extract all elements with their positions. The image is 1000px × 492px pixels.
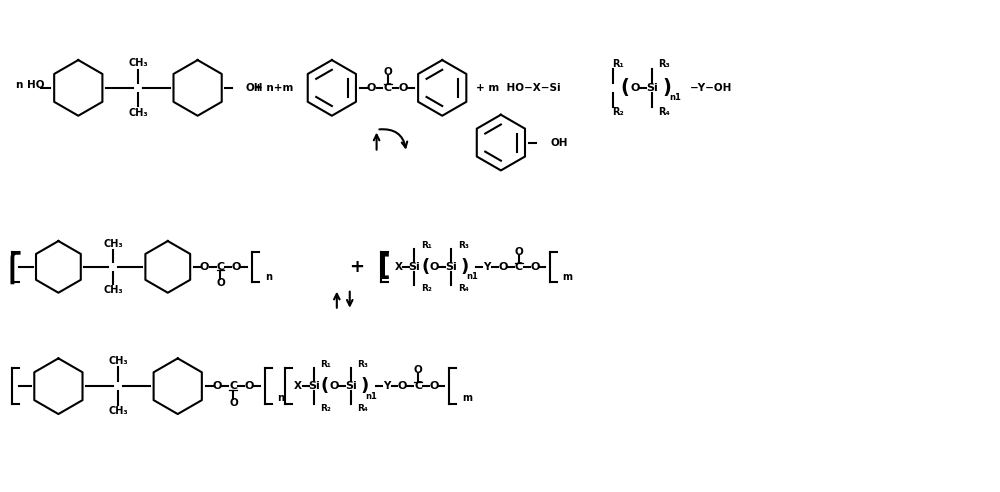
Text: O: O [530, 262, 539, 272]
Text: (: ( [321, 377, 329, 395]
Text: O: O [329, 381, 339, 391]
Text: O: O [398, 381, 407, 391]
Text: Si: Si [409, 262, 420, 272]
Text: CH₃: CH₃ [108, 356, 128, 367]
Text: O: O [229, 398, 238, 408]
Text: Si: Si [345, 381, 357, 391]
Text: R₃: R₃ [458, 241, 469, 249]
Text: R₁: R₁ [421, 241, 432, 249]
Text: −Y−OH: −Y−OH [690, 83, 732, 93]
Text: O: O [430, 262, 439, 272]
Text: ): ) [361, 377, 369, 395]
Text: + n+m: + n+m [254, 83, 294, 93]
Text: C: C [229, 381, 237, 391]
Text: n1: n1 [366, 392, 378, 400]
Text: R₄: R₄ [658, 107, 670, 117]
Text: Si: Si [646, 83, 658, 93]
Text: O: O [367, 83, 376, 93]
Text: n: n [277, 393, 284, 403]
Text: R₂: R₂ [612, 107, 624, 117]
Text: ): ) [663, 78, 671, 97]
Text: C: C [383, 83, 392, 93]
Text: R₄: R₄ [357, 403, 368, 413]
Text: Si: Si [445, 262, 457, 272]
Text: C: C [414, 381, 422, 391]
Text: O: O [514, 247, 523, 257]
Text: n1: n1 [466, 273, 478, 281]
Text: O: O [414, 365, 423, 375]
Text: + m  HO−X−Si: + m HO−X−Si [476, 83, 561, 93]
Text: CH₃: CH₃ [128, 58, 148, 68]
Text: X: X [294, 381, 302, 391]
Text: n HO: n HO [16, 80, 44, 90]
Text: CH₃: CH₃ [108, 406, 128, 416]
Text: R₃: R₃ [658, 59, 670, 69]
Text: R₂: R₂ [320, 403, 331, 413]
Text: +: + [349, 258, 364, 276]
Text: OH: OH [551, 138, 568, 148]
Text: Si: Si [308, 381, 320, 391]
Text: CH₃: CH₃ [128, 108, 148, 118]
Text: R₁: R₁ [612, 59, 624, 69]
Text: Y: Y [383, 381, 390, 391]
Text: m: m [563, 272, 573, 282]
Text: (: ( [621, 78, 630, 97]
Text: R₁: R₁ [321, 360, 331, 369]
Text: [: [ [377, 253, 390, 281]
Text: R₄: R₄ [458, 284, 468, 293]
Text: O: O [200, 262, 209, 272]
Text: CH₃: CH₃ [103, 285, 123, 295]
Text: O: O [383, 67, 392, 77]
Text: O: O [216, 278, 225, 288]
Text: C: C [216, 262, 225, 272]
Text: O: O [399, 83, 408, 93]
Text: O: O [430, 381, 439, 391]
Text: n1: n1 [669, 93, 681, 102]
Text: O: O [232, 262, 241, 272]
Text: ⎧: ⎧ [1, 250, 22, 283]
Text: O: O [245, 381, 254, 391]
Text: O: O [498, 262, 508, 272]
Text: Y: Y [483, 262, 491, 272]
Text: CH₃: CH₃ [103, 239, 123, 249]
Text: R₂: R₂ [421, 284, 432, 293]
Text: O: O [213, 381, 222, 391]
Text: X: X [394, 262, 402, 272]
Text: O: O [630, 83, 640, 93]
Text: m: m [462, 393, 472, 403]
Text: OH: OH [245, 83, 263, 93]
Text: (: ( [421, 258, 429, 276]
Text: C: C [515, 262, 523, 272]
Text: n: n [265, 272, 272, 282]
Text: ): ) [461, 258, 469, 276]
Text: R₃: R₃ [357, 360, 368, 369]
